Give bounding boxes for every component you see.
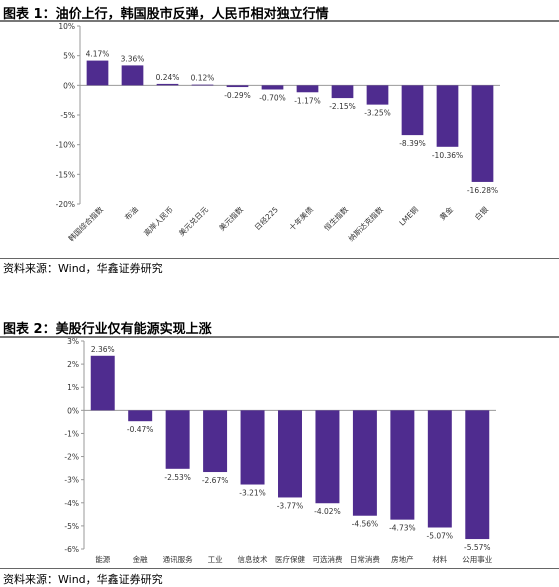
chart1-y-tick-label: -20% — [56, 200, 75, 209]
chart2-y-tick-label: -2% — [64, 453, 79, 462]
chart1-bar — [121, 65, 144, 86]
chart1-y-tick-label: -15% — [56, 170, 75, 179]
chart2-y-tick-label: -4% — [64, 499, 79, 508]
chart2-bar — [128, 410, 153, 422]
chart1-plot: 10%5%0%-5%-10%-15%-20%4.17%韩国综合指数3.36%布油… — [56, 22, 500, 243]
chart2-data-label: 2.36% — [91, 345, 115, 354]
chart2-bar — [390, 410, 415, 520]
chart2-y-tick-label: 3% — [67, 337, 79, 346]
chart1-data-label: 0.12% — [191, 74, 215, 83]
chart2-plot: 3% 2% 1% 0% -1% -2% -3% -4% -5% -6% 2.36% 能源 -0.47% 金… — [64, 337, 496, 564]
chart2-data-label: -4.02% — [314, 507, 341, 516]
chart2-bar — [465, 410, 490, 540]
chart2-bar — [315, 410, 340, 504]
chart1-data-label: -0.29% — [224, 91, 251, 100]
chart1-bar — [331, 85, 354, 99]
chart1-data-label: -2.15% — [329, 102, 356, 111]
chart2-category-label: 工业 — [208, 554, 223, 564]
chart1-data-label: 3.36% — [121, 54, 145, 63]
chart2-data-label: -4.73% — [389, 524, 416, 533]
chart2-bar — [278, 410, 302, 498]
chart2-data-label: -2.67% — [202, 476, 229, 485]
chart1-y-tick-label: 0% — [63, 81, 75, 90]
chart2-y-tick-label: -6% — [64, 545, 79, 554]
chart2-bar — [90, 355, 115, 411]
chart2-data-label: -5.57% — [464, 543, 491, 552]
chart2-y-tick-label: 2% — [67, 360, 79, 369]
chart1-data-label: 0.24% — [156, 73, 180, 82]
chart2-category-label: 材料 — [432, 554, 447, 564]
chart2-category-label: 公用事业 — [462, 554, 492, 564]
chart1-bar — [296, 85, 319, 93]
chart1-y-tick-label: 10% — [58, 22, 75, 31]
chart1-bar — [226, 85, 249, 88]
chart2-bar — [427, 410, 452, 528]
chart2-data-label: -4.56% — [352, 520, 379, 529]
chart1-data-label: -10.36% — [432, 151, 463, 160]
chart2-bar — [165, 410, 190, 469]
chart2-y-tick-label: -1% — [64, 429, 79, 438]
chart2-bar — [240, 410, 265, 485]
chart2-bar — [203, 410, 228, 473]
chart1-data-label: -0.70% — [259, 93, 286, 102]
chart2-data-label: -5.07% — [427, 532, 454, 541]
chart2-data-label: -3.21% — [239, 489, 266, 498]
chart1-bar — [401, 85, 424, 136]
chart1-bar — [261, 85, 284, 90]
chart1-bar — [366, 85, 389, 105]
chart2-data-label: -3.77% — [277, 501, 304, 510]
chart1-bar — [191, 84, 214, 86]
chart2-title: 图表 2：美股行业仅有能源实现上涨 — [3, 322, 212, 337]
chart2-category-label: 日常消费 — [350, 554, 380, 564]
chart2-top-rule — [0, 336, 559, 338]
chart2-y-tick-label: 0% — [67, 406, 79, 415]
chart2-data-label: -0.47% — [127, 425, 154, 434]
chart2-bar — [352, 410, 377, 516]
chart1-source: 资料来源：Wind，华鑫证券研究 — [3, 262, 163, 275]
chart2-category-label: 通讯服务 — [163, 554, 193, 564]
chart2-category-label: 可选消费 — [312, 554, 342, 564]
chart2-bottom-rule — [0, 568, 559, 569]
chart1-bar — [86, 60, 109, 86]
chart2-y-tick-label: -5% — [64, 522, 79, 531]
chart2-category-label: 能源 — [95, 554, 110, 564]
chart1-data-label: -16.28% — [467, 186, 498, 195]
chart1-y-tick-label: 5% — [63, 52, 75, 61]
chart1-y-tick-label: -5% — [60, 111, 75, 120]
chart1-data-label: -3.25% — [364, 109, 391, 118]
chart2-source: 资料来源：Wind，华鑫证券研究 — [3, 573, 163, 586]
chart2-y-tick-label: -3% — [64, 476, 79, 485]
chart2-category-label: 金融 — [133, 554, 148, 564]
chart1-top-rule — [0, 20, 559, 22]
chart1-bar — [436, 85, 459, 147]
chart1-data-label: 4.17% — [86, 50, 110, 59]
chart2-category-label: 医疗保健 — [275, 554, 305, 564]
chart2-data-label: -2.53% — [164, 473, 191, 482]
chart1-data-label: -1.17% — [294, 96, 321, 105]
chart2-category-label: 房地产 — [391, 554, 414, 564]
chart1-bottom-rule — [0, 258, 559, 259]
chart1-data-label: -8.39% — [399, 139, 426, 148]
chart1-y-tick-label: -10% — [56, 141, 75, 150]
chart1-title: 图表 1：油价上行，韩国股市反弹，人民币相对独立行情 — [3, 7, 329, 22]
chart1-bar — [156, 83, 179, 86]
chart2-category-label: 信息技术 — [238, 554, 268, 564]
chart1-bar — [471, 85, 494, 182]
chart2-y-tick-label: 1% — [67, 383, 79, 392]
